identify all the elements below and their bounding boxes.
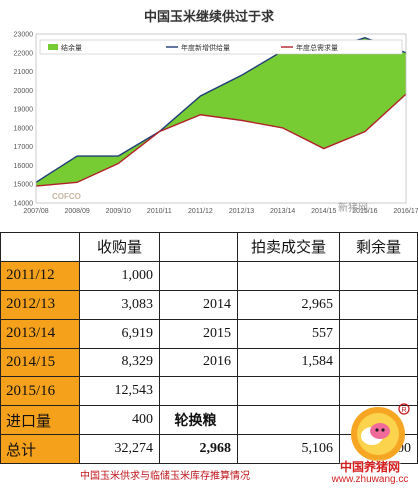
cell-rest (340, 349, 418, 378)
legend-swatch-surplus (48, 44, 58, 50)
cell-purchase: 12,543 (80, 377, 160, 406)
x-tick-label: 2009/10 (106, 208, 131, 215)
cell-rest (340, 262, 418, 291)
x-tick-label: 2010/11 (147, 208, 172, 215)
x-tick-label: 2014/15 (311, 208, 336, 215)
row-label: 进口量 (0, 406, 80, 435)
chart: 中国玉米继续供过于求 14000 15000 16000 17000 18000 1900… (0, 0, 418, 232)
header-rest: 剩余量 (340, 232, 418, 262)
logo-name: 中国养猪网 (322, 458, 418, 475)
y-tick-label: 18000 (14, 125, 34, 132)
surplus-area (36, 38, 406, 186)
svg-text:R: R (401, 407, 406, 414)
x-tick-label: 2008/09 (64, 208, 89, 215)
row-label: 2013/14 (0, 320, 80, 349)
header-year (160, 232, 238, 262)
cell-year: 2014 (160, 291, 238, 320)
cell-auction: 557 (238, 320, 340, 349)
y-tick-label: 20000 (14, 88, 34, 95)
cell-auction: 1,584 (238, 349, 340, 378)
header-purchase: 收购量 (80, 232, 160, 262)
watermark-xinzhuwang: 新猪网 (338, 199, 368, 214)
row-label: 2012/13 (0, 291, 80, 320)
cell-auction: 2,965 (238, 291, 340, 320)
row-label: 2014/15 (0, 349, 80, 378)
cell-purchase: 8,329 (80, 349, 160, 378)
x-tick-label: 2013/14 (270, 208, 295, 215)
row-label: 总计 (0, 435, 80, 464)
header-auction: 拍卖成交量 (238, 232, 340, 262)
y-tick-label: 19000 (14, 107, 34, 114)
x-tick-label: 2016/17 (393, 208, 418, 215)
y-tick-label: 16000 (14, 163, 34, 170)
y-tick-label: 23000 (14, 32, 34, 39)
y-tick-label: 21000 (14, 69, 34, 76)
surplus-area-group (36, 38, 406, 186)
cell-year: 2016 (160, 349, 238, 378)
y-tick-label: 15000 (14, 182, 34, 189)
cell-purchase: 32,274 (80, 435, 160, 464)
watermark-cofco: COFCO (52, 192, 81, 201)
cell-year (160, 262, 238, 291)
cell-auction (238, 262, 340, 291)
cell-purchase: 1,000 (80, 262, 160, 291)
legend-label-surplus: 结余量 (61, 43, 82, 52)
x-tick-label: 2012/13 (229, 208, 254, 215)
caption: 中国玉米供求与临储玉米库存推算情况 (0, 467, 330, 482)
y-tick-label: 22000 (14, 50, 34, 57)
x-tick-label: 2007/08 (23, 208, 48, 215)
row-label: 2015/16 (0, 377, 80, 406)
row-label: 2011/12 (0, 262, 80, 291)
cell-rest (340, 291, 418, 320)
cell-purchase: 3,083 (80, 291, 160, 320)
y-tick-label: 17000 (14, 144, 34, 151)
legend-label-demand: 年度总需求量 (296, 43, 338, 52)
y-tick-label: 14000 (14, 201, 34, 208)
cell-purchase: 6,919 (80, 320, 160, 349)
cell-auction (238, 377, 340, 406)
cell-year: 轮换粮 (160, 406, 238, 435)
logo-url: www.zhuwang.cc (322, 474, 418, 485)
cell-year (160, 377, 238, 406)
cell-auction (238, 406, 340, 435)
x-tick-label: 2011/12 (188, 208, 213, 215)
cell-rest (340, 320, 418, 349)
cell-purchase: 400 (80, 406, 160, 435)
cell-year: 2015 (160, 320, 238, 349)
legend-label-supply: 年度新增供给量 (181, 43, 230, 52)
cell-year: 2,968 (160, 435, 238, 464)
header-blank (0, 232, 80, 262)
legend: 结余量 年度新增供给量 年度总需求量 (40, 40, 402, 54)
